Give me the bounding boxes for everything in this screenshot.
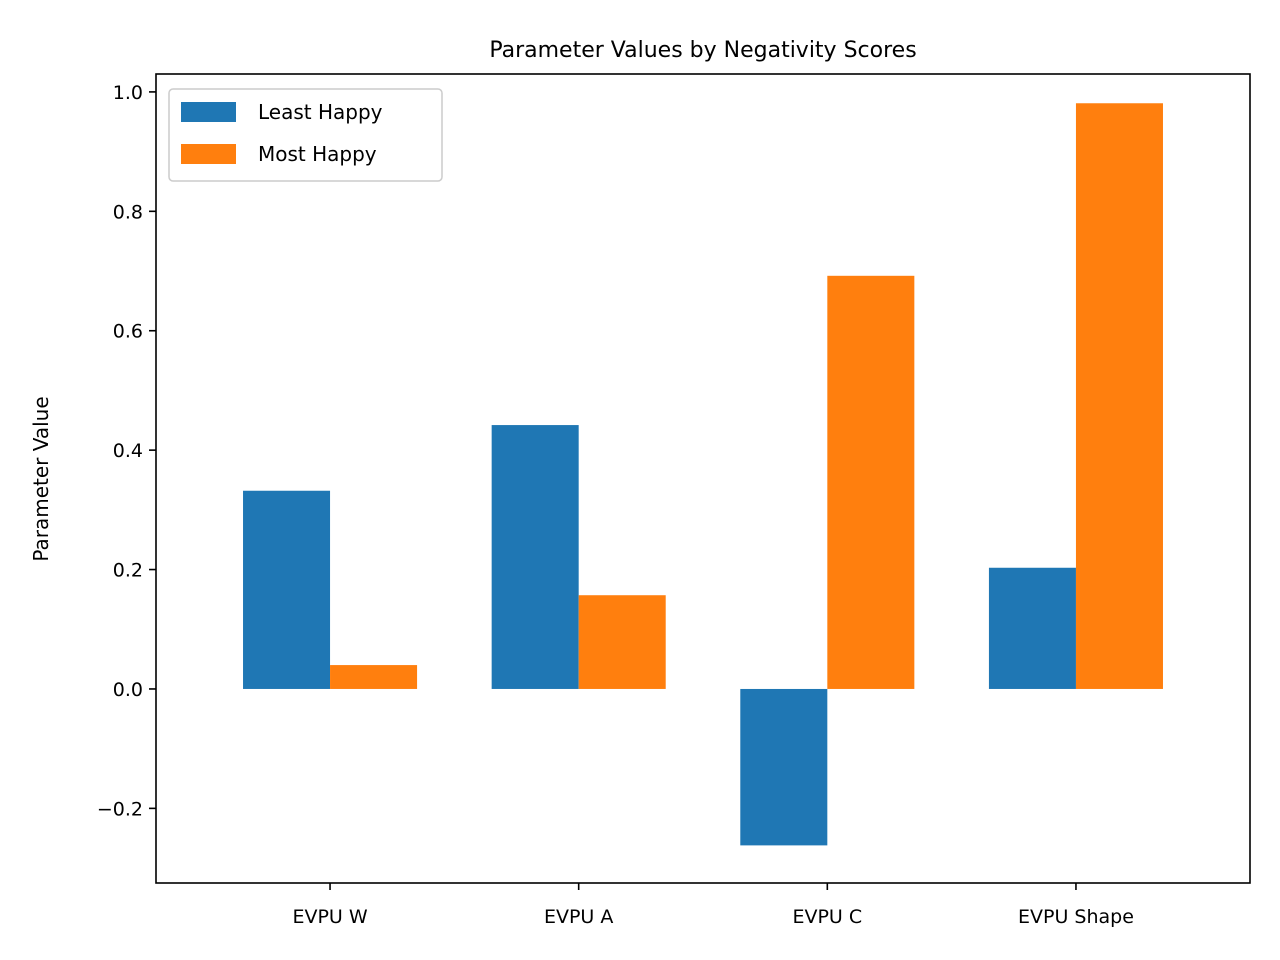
y-tick-label: 1.0 xyxy=(113,82,143,104)
legend-label: Least Happy xyxy=(258,100,383,124)
bar-least-happy-3 xyxy=(988,567,1076,689)
y-axis: −0.2 0.0 0.2 0.4 0.6 0.8 1.0 xyxy=(97,82,156,820)
y-tick-label: 0.8 xyxy=(113,201,143,223)
bars-group xyxy=(243,103,1163,846)
legend-box xyxy=(168,88,443,182)
bar-most-happy-3 xyxy=(1075,103,1163,689)
bar-least-happy-1 xyxy=(491,425,579,689)
bar-most-happy-1 xyxy=(578,595,666,689)
bar-most-happy-2 xyxy=(827,275,915,689)
y-tick-label: 0.4 xyxy=(113,440,143,462)
x-tick-label: EVPU W xyxy=(292,906,367,928)
y-tick-label: 0.6 xyxy=(113,321,143,343)
plot-frame xyxy=(155,73,1251,884)
bar-least-happy-2 xyxy=(740,688,828,846)
x-tick-label: EVPU C xyxy=(792,906,862,928)
y-axis-label: Parameter Value xyxy=(29,396,53,561)
y-tick-label: 0.0 xyxy=(113,679,143,701)
chart-title: Parameter Values by Negativity Scores xyxy=(489,38,916,63)
legend-swatch xyxy=(181,102,236,122)
y-tick-label: 0.2 xyxy=(113,560,143,582)
legend: Least Happy Most Happy xyxy=(168,88,443,182)
legend-label: Most Happy xyxy=(258,142,377,166)
bar-least-happy-0 xyxy=(243,490,331,689)
x-axis: EVPU W EVPU A EVPU C EVPU Shape xyxy=(292,883,1134,928)
x-tick-label: EVPU Shape xyxy=(1018,906,1134,928)
bar-most-happy-0 xyxy=(330,665,418,689)
x-tick-label: EVPU A xyxy=(544,906,613,928)
legend-swatch xyxy=(181,144,236,164)
y-tick-label: −0.2 xyxy=(97,798,143,820)
